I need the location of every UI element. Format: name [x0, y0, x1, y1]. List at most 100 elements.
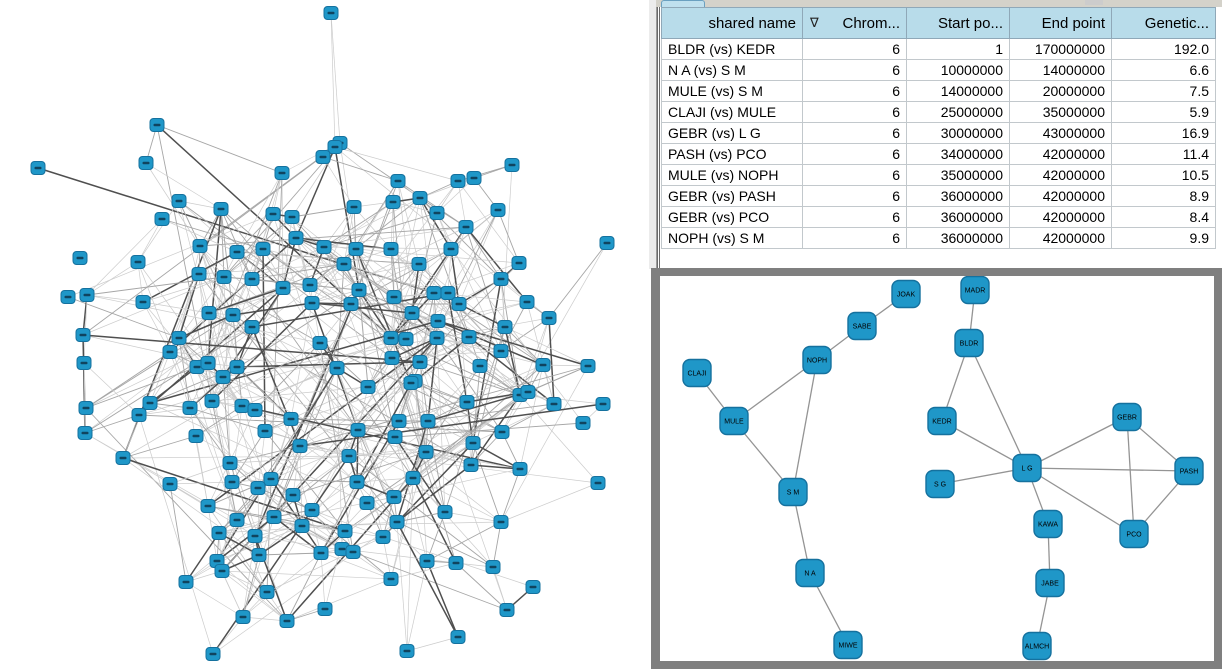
table-row[interactable]: CLAJI (vs) MULE 6 25000000 35000000 5.9: [661, 101, 1216, 123]
table-cell[interactable]: 1: [906, 38, 1010, 60]
table-row[interactable]: GEBR (vs) L G 6 30000000 43000000 16.9: [661, 122, 1216, 144]
table-cell[interactable]: 11.4: [1111, 143, 1216, 165]
table-cell[interactable]: 6: [802, 101, 907, 123]
table-cell[interactable]: 43000000: [1009, 122, 1112, 144]
detail-edge-GEBR-PCO[interactable]: [1126, 416, 1135, 535]
table-cell[interactable]: 8.4: [1111, 206, 1216, 228]
table-cell[interactable]: PASH (vs) PCO: [661, 143, 803, 165]
table-row[interactable]: GEBR (vs) PCO 6 36000000 42000000 8.4: [661, 206, 1216, 228]
detail-node-n-a[interactable]: [795, 558, 825, 588]
detail-node-almch[interactable]: [1022, 631, 1052, 661]
table-cell[interactable]: 6: [802, 59, 907, 81]
table-cell[interactable]: 36000000: [906, 185, 1010, 207]
detail-node-miwe[interactable]: [833, 630, 863, 660]
table-cell[interactable]: 20000000: [1009, 80, 1112, 102]
table-tab[interactable]: [661, 0, 705, 7]
table-cell[interactable]: 14000000: [906, 80, 1010, 102]
table-cell[interactable]: MULE (vs) NOPH: [661, 164, 803, 186]
table-cell[interactable]: GEBR (vs) L G: [661, 122, 803, 144]
table-cell[interactable]: GEBR (vs) PASH: [661, 185, 803, 207]
detail-edge-LG-PCO[interactable]: [1026, 467, 1135, 535]
table-row[interactable]: BLDR (vs) KEDR 6 1 170000000 192.0: [661, 38, 1216, 60]
column-header-chrom-[interactable]: ∇ Chrom...: [802, 7, 907, 39]
table-cell[interactable]: 14000000: [1009, 59, 1112, 81]
table-cell[interactable]: 170000000: [1009, 38, 1112, 60]
overview-network-canvas[interactable]: [0, 0, 649, 669]
table-cell[interactable]: 42000000: [1009, 227, 1112, 249]
table-cell[interactable]: 6.6: [1111, 59, 1216, 81]
detail-node-gebr[interactable]: [1112, 402, 1142, 432]
table-cell[interactable]: 192.0: [1111, 38, 1216, 60]
table-cell[interactable]: 42000000: [1009, 164, 1112, 186]
filter-icon[interactable]: ∇: [810, 15, 819, 30]
detail-edge-BLDR-LG[interactable]: [968, 342, 1028, 469]
table-cell[interactable]: 6: [802, 122, 907, 144]
table-cell[interactable]: 6: [802, 227, 907, 249]
detail-node-s-m[interactable]: [778, 477, 808, 507]
detail-node-l-g[interactable]: [1012, 453, 1042, 483]
detail-node-joak[interactable]: [891, 279, 921, 309]
detail-network-canvas[interactable]: JOAK MADR SABE BLDR NOPH CLAJI MULE KEDR GEBR L G…: [660, 276, 1214, 661]
overview-network-panel[interactable]: [0, 0, 649, 669]
table-cell[interactable]: 6: [802, 206, 907, 228]
table-row[interactable]: GEBR (vs) PASH 6 36000000 42000000 8.9: [661, 185, 1216, 207]
detail-node-sabe[interactable]: [847, 311, 877, 341]
table-cell[interactable]: 9.9: [1111, 227, 1216, 249]
table-cell[interactable]: 30000000: [906, 122, 1010, 144]
table-cell[interactable]: 42000000: [1009, 143, 1112, 165]
overview-node-label: [251, 408, 259, 412]
table-cell[interactable]: 6: [802, 80, 907, 102]
table-cell[interactable]: 6: [802, 38, 907, 60]
detail-node-madr[interactable]: [960, 276, 990, 305]
detail-edge-NOPH-MULE[interactable]: [733, 359, 818, 422]
table-cell[interactable]: 36000000: [906, 206, 1010, 228]
table-row[interactable]: PASH (vs) PCO 6 34000000 42000000 11.4: [661, 143, 1216, 165]
overview-edge: [84, 414, 140, 434]
detail-edge-LG-GEBR[interactable]: [1026, 416, 1128, 469]
detail-node-bldr[interactable]: [954, 328, 984, 358]
table-cell[interactable]: 5.9: [1111, 101, 1216, 123]
detail-node-claji[interactable]: [682, 358, 712, 388]
overview-edge: [292, 445, 301, 496]
table-cell[interactable]: 10.5: [1111, 164, 1216, 186]
column-header-shared-name[interactable]: shared name: [661, 7, 803, 39]
table-row[interactable]: MULE (vs) NOPH 6 35000000 42000000 10.5: [661, 164, 1216, 186]
table-cell[interactable]: NOPH (vs) S M: [661, 227, 803, 249]
table-cell[interactable]: 8.9: [1111, 185, 1216, 207]
column-header-start-po-[interactable]: Start po...: [906, 7, 1010, 39]
table-cell[interactable]: 16.9: [1111, 122, 1216, 144]
column-header-end-point[interactable]: End point: [1009, 7, 1112, 39]
detail-node-noph[interactable]: [802, 345, 832, 375]
table-cell[interactable]: BLDR (vs) KEDR: [661, 38, 803, 60]
detail-node-kawa[interactable]: [1033, 509, 1063, 539]
table-cell[interactable]: 34000000: [906, 143, 1010, 165]
detail-node-kedr[interactable]: [927, 406, 957, 436]
detail-node-pco[interactable]: [1119, 519, 1149, 549]
detail-network-viewport[interactable]: JOAK MADR SABE BLDR NOPH CLAJI MULE KEDR GEBR L G…: [660, 276, 1214, 661]
table-row[interactable]: MULE (vs) S M 6 14000000 20000000 7.5: [661, 80, 1216, 102]
detail-edge-NOPH-SM[interactable]: [792, 359, 818, 493]
table-cell[interactable]: GEBR (vs) PCO: [661, 206, 803, 228]
table-cell[interactable]: 36000000: [906, 227, 1010, 249]
table-cell[interactable]: 10000000: [906, 59, 1010, 81]
table-row[interactable]: NOPH (vs) S M 6 36000000 42000000 9.9: [661, 227, 1216, 249]
table-cell[interactable]: N A (vs) S M: [661, 59, 803, 81]
table-cell[interactable]: 6: [802, 185, 907, 207]
detail-node-jabe[interactable]: [1035, 568, 1065, 598]
table-cell[interactable]: 6: [802, 143, 907, 165]
table-cell[interactable]: 25000000: [906, 101, 1010, 123]
table-cell[interactable]: 7.5: [1111, 80, 1216, 102]
table-cell[interactable]: 35000000: [906, 164, 1010, 186]
table-cell[interactable]: 42000000: [1009, 185, 1112, 207]
detail-node-mule[interactable]: [719, 406, 749, 436]
detail-node-s-g[interactable]: [925, 469, 955, 499]
table-cell[interactable]: 6: [802, 164, 907, 186]
table-cell[interactable]: 42000000: [1009, 206, 1112, 228]
table-cell[interactable]: 35000000: [1009, 101, 1112, 123]
column-header-genetic-[interactable]: Genetic...: [1111, 7, 1216, 39]
table-cell[interactable]: CLAJI (vs) MULE: [661, 101, 803, 123]
detail-node-pash[interactable]: [1174, 456, 1204, 486]
table-row[interactable]: N A (vs) S M 6 10000000 14000000 6.6: [661, 59, 1216, 81]
detail-edge-LG-PASH[interactable]: [1026, 467, 1190, 472]
table-cell[interactable]: MULE (vs) S M: [661, 80, 803, 102]
